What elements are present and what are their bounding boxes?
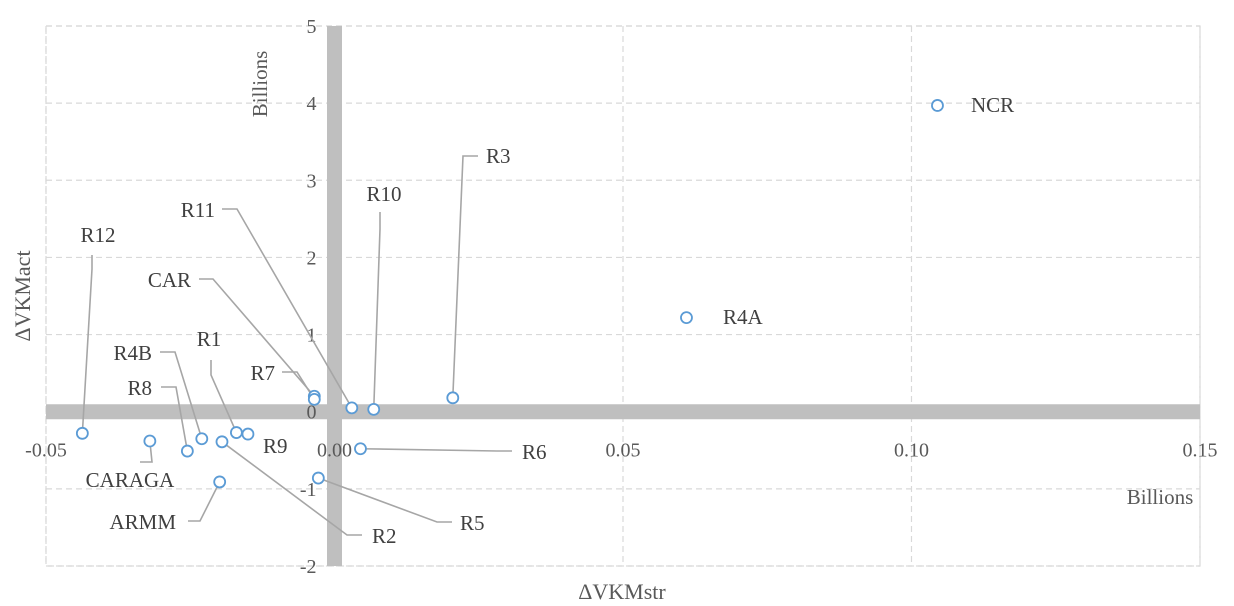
point-label-r4b: R4B — [113, 341, 152, 365]
point-label-r4a: R4A — [723, 305, 764, 329]
leader-line-caraga — [140, 440, 153, 463]
x-tick-label: 0.00 — [317, 440, 352, 462]
grid — [45, 25, 1201, 567]
leader-line-car — [199, 278, 315, 397]
x-axis-title: ΔVKMstr — [578, 579, 666, 604]
point-r4b — [195, 432, 209, 446]
y-tick-label: 1 — [307, 325, 317, 347]
leader-line-r3 — [451, 155, 478, 398]
zero-axes — [46, 26, 1200, 566]
point-r10 — [367, 402, 381, 416]
point-label-r10: R10 — [366, 182, 401, 206]
leader-line-r5 — [318, 477, 452, 523]
point-r9 — [241, 427, 255, 441]
point-label-r11: R11 — [181, 198, 215, 222]
y-tick-label: 0 — [307, 402, 317, 424]
point-ncr — [931, 99, 944, 112]
data-points — [75, 99, 944, 489]
y-unit-label: Billions — [248, 51, 272, 118]
leader-lines — [81, 155, 512, 536]
point-label-r2: R2 — [372, 524, 397, 548]
point-label-r6: R6 — [522, 440, 547, 464]
leader-line-r2 — [221, 441, 362, 536]
point-r5 — [311, 471, 325, 485]
x-unit-label: Billions — [1127, 485, 1194, 509]
point-r12 — [75, 426, 89, 440]
x-tick-label: -0.05 — [25, 440, 67, 462]
point-r2 — [215, 435, 229, 449]
point-r3 — [446, 391, 460, 405]
point-label-ncr: NCR — [971, 93, 1014, 117]
point-r1 — [230, 426, 243, 439]
leader-line-r8 — [161, 386, 189, 452]
point-label-r9: R9 — [263, 434, 288, 458]
point-r6 — [354, 442, 367, 456]
x-tick-label: 0.10 — [894, 440, 929, 462]
point-caraga — [143, 434, 157, 448]
point-label-r12: R12 — [80, 223, 115, 247]
point-armm — [213, 475, 227, 489]
y-axis-title: ΔVKMact — [10, 250, 35, 341]
leader-line-armm — [188, 481, 221, 522]
leader-line-r11 — [222, 208, 353, 409]
leader-line-r6 — [360, 447, 512, 452]
x-tick-label: 0.05 — [606, 440, 641, 462]
point-r7 — [307, 392, 321, 406]
point-label-car: CAR — [148, 268, 191, 292]
y-tick-label: -2 — [300, 556, 317, 578]
leader-line-r1 — [210, 360, 238, 433]
point-label-caraga: CARAGA — [86, 468, 176, 492]
point-label-armm: ARMM — [109, 510, 176, 534]
point-label-r5: R5 — [460, 511, 485, 535]
point-r8 — [180, 444, 194, 458]
y-tick-label: 3 — [307, 170, 317, 192]
y-tick-label: -1 — [300, 479, 317, 501]
y-tick-label: 4 — [307, 93, 317, 115]
point-label-r7: R7 — [250, 361, 275, 385]
leader-line-r12 — [81, 255, 93, 434]
leader-line-r10 — [372, 212, 381, 410]
leader-line-r4b — [160, 351, 203, 439]
leader-line-r7 — [282, 371, 315, 400]
point-labels: NCR R4A R3 R10 R11 CAR R7 R6 R5 R12 R1 R9 R4B R2 R8 CAR… — [80, 93, 1014, 548]
point-r4a — [680, 311, 693, 325]
point-r11 — [345, 401, 359, 415]
y-tick-label: 2 — [307, 247, 317, 269]
tick-labels: -0.05 0.00 0.05 0.10 0.15 -2 -1 0 1 2 3 4 5 — [25, 16, 1217, 578]
x-tick-label: 0.15 — [1183, 440, 1218, 462]
point-label-r3: R3 — [486, 144, 511, 168]
point-label-r8: R8 — [127, 376, 152, 400]
point-label-r1: R1 — [197, 327, 222, 351]
y-tick-label: 5 — [307, 16, 317, 38]
